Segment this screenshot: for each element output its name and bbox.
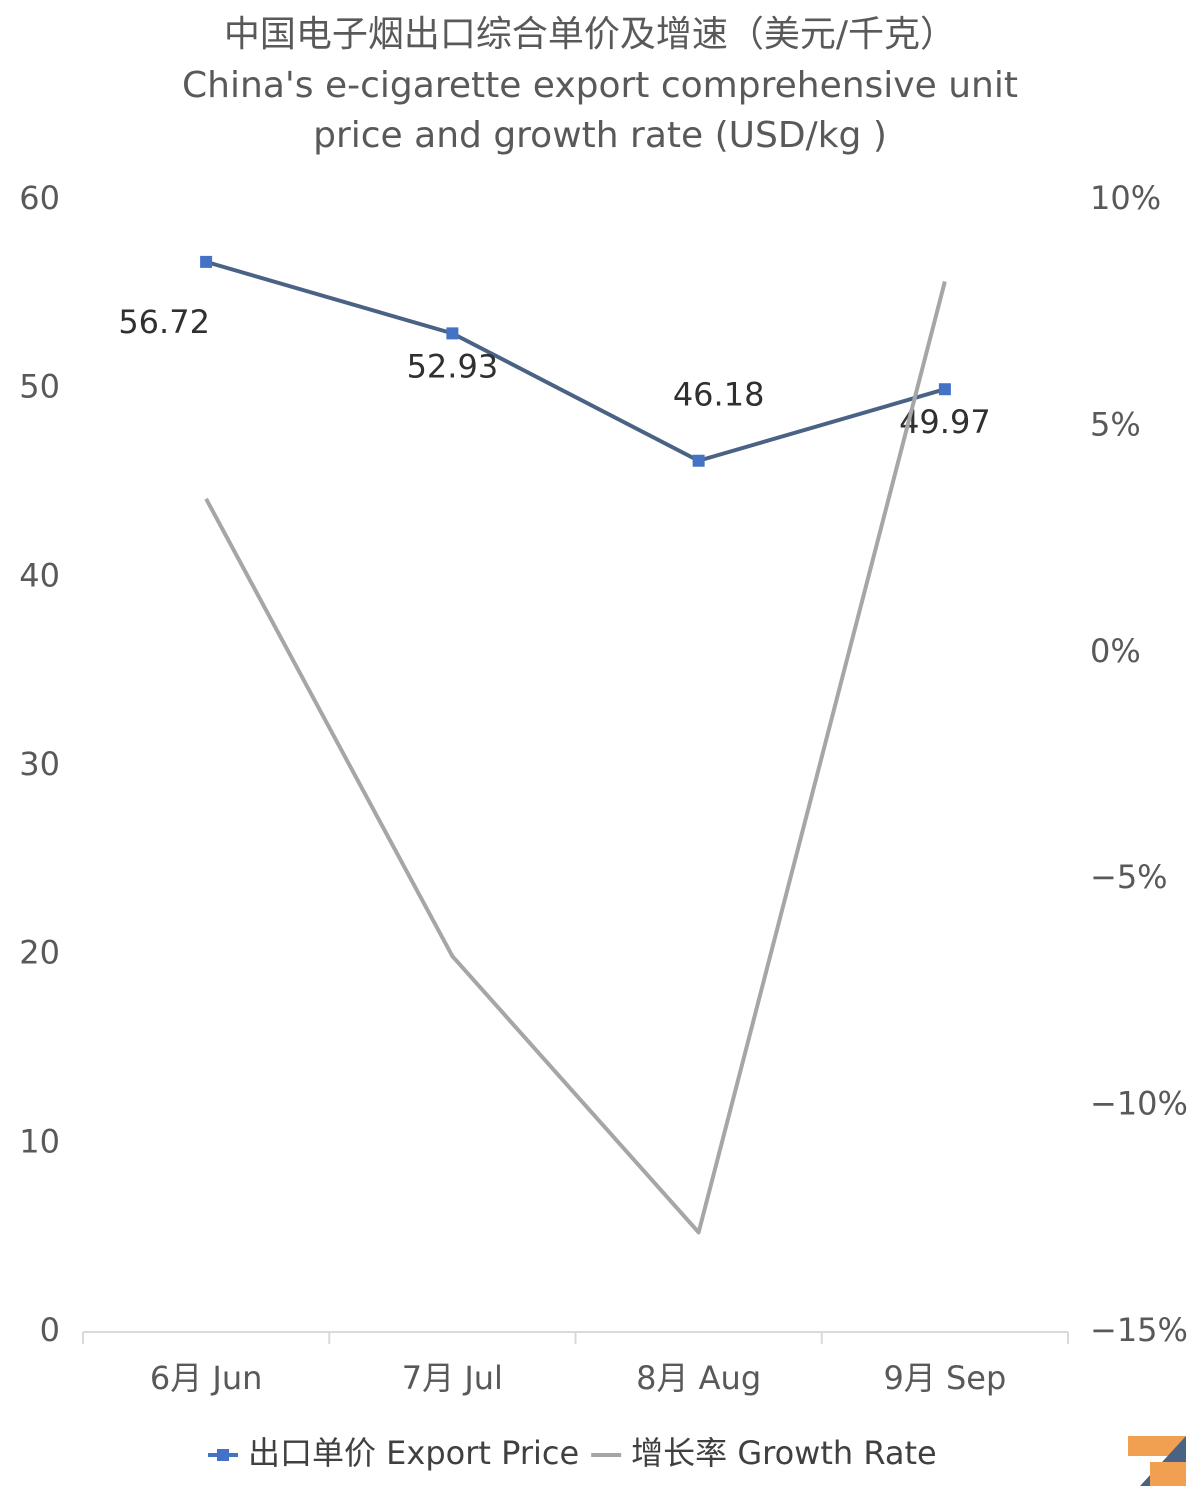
x-tick-label: 8月 Aug [636, 1359, 761, 1397]
x-tick-label: 7月 Jul [402, 1359, 503, 1397]
y2-tick-label: −10% [1090, 1085, 1188, 1123]
chart-subtitle: China's e-cigarette export comprehensive… [182, 65, 1018, 106]
legend-label: 增长率 Growth Rate [631, 1434, 937, 1472]
data-label: 46.18 [673, 376, 765, 414]
y-tick-label: 20 [19, 934, 60, 972]
y-tick-label: 0 [40, 1311, 60, 1349]
marker [200, 255, 213, 268]
y-tick-label: 60 [19, 179, 60, 217]
y2-tick-label: 0% [1090, 632, 1141, 670]
x-tick-label: 9月 Sep [883, 1359, 1006, 1397]
legend-marker [217, 1449, 229, 1461]
series-line [204, 281, 947, 1235]
y2-tick-label: −15% [1090, 1311, 1188, 1349]
y-tick-label: 50 [19, 368, 60, 406]
y2-tick-label: −5% [1090, 858, 1168, 896]
marker [446, 327, 459, 340]
chart-subtitle: price and growth rate (USD/kg ) [313, 115, 887, 156]
legend-label: 出口单价 Export Price [248, 1434, 579, 1472]
marker [938, 383, 951, 396]
marker [692, 454, 705, 467]
logo [1128, 1436, 1186, 1486]
data-label: 52.93 [407, 347, 499, 385]
data-label: 49.97 [899, 403, 991, 441]
y-tick-label: 40 [19, 556, 60, 594]
series-line [205, 259, 946, 463]
x-tick-label: 6月 Jun [150, 1359, 263, 1397]
y-tick-label: 10 [19, 1122, 60, 1160]
y-tick-label: 30 [19, 745, 60, 783]
data-label: 56.72 [118, 303, 210, 341]
y2-tick-label: 10% [1090, 179, 1161, 217]
y2-tick-label: 5% [1090, 405, 1141, 443]
chart-title: 中国电子烟出口综合单价及增速（美元/千克） [224, 14, 956, 55]
